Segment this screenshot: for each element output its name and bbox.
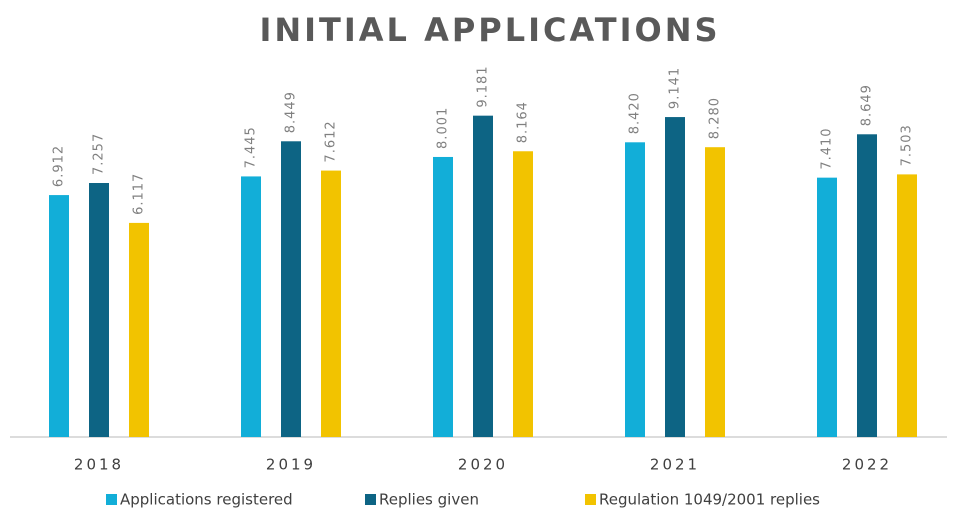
data-label: 7.257 (92, 133, 107, 175)
data-label: 8.164 (516, 101, 531, 143)
chart-title: INITIAL APPLICATIONS (259, 11, 720, 49)
data-label: 8.649 (860, 84, 875, 126)
bar (665, 117, 685, 437)
bar (897, 174, 917, 437)
bar (241, 176, 261, 438)
bar (705, 147, 725, 437)
data-label: 9.181 (476, 65, 491, 107)
data-label: 7.445 (244, 126, 259, 168)
legend-swatch (106, 494, 117, 505)
data-label: 6.912 (52, 145, 67, 187)
data-label: 6.117 (132, 173, 147, 215)
data-label: 7.410 (820, 127, 835, 169)
bar (513, 151, 533, 437)
bar (473, 115, 493, 437)
bar (321, 170, 341, 437)
bar (89, 183, 109, 437)
bar (625, 142, 645, 438)
bar (281, 141, 301, 437)
bar (433, 156, 453, 437)
data-label: 7.503 (900, 124, 915, 166)
x-tick-label: 2021 (650, 456, 700, 474)
x-tick-label: 2020 (458, 456, 508, 474)
data-label: 8.280 (708, 97, 723, 139)
data-label: 9.141 (668, 67, 683, 109)
legend-label: Replies given (379, 491, 479, 509)
data-label: 8.001 (436, 107, 451, 149)
x-tick-label: 2022 (842, 456, 892, 474)
data-label: 8.420 (628, 92, 643, 134)
data-label: 7.612 (324, 120, 339, 162)
legend-label: Regulation 1049/2001 replies (599, 491, 820, 509)
x-tick-label: 2018 (74, 456, 124, 474)
bar (129, 222, 149, 437)
legend-swatch (365, 494, 376, 505)
bar (817, 177, 837, 437)
bar (857, 134, 877, 437)
bar (49, 195, 69, 437)
x-tick-label: 2019 (266, 456, 316, 474)
data-label: 8.449 (284, 91, 299, 133)
legend-label: Applications registered (120, 491, 293, 509)
legend-swatch (585, 494, 596, 505)
